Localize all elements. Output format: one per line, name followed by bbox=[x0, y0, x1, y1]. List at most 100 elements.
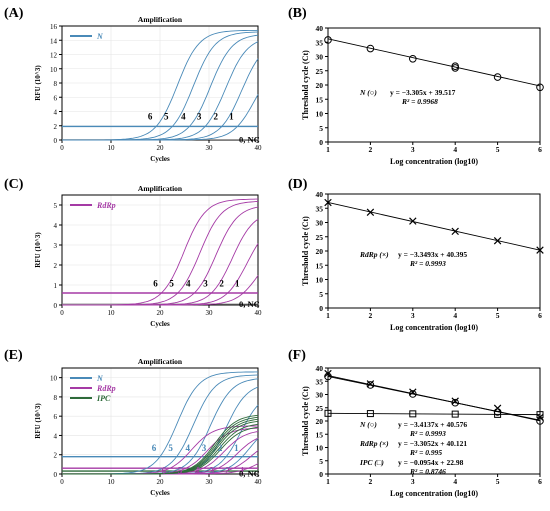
curve-label: 4 bbox=[195, 466, 200, 476]
r-squared-text: R² = 0.9993 bbox=[409, 429, 446, 438]
y-tick-label: 20 bbox=[316, 417, 324, 426]
curve-label: 4 bbox=[186, 443, 191, 453]
equation-series-label: N (○) bbox=[359, 88, 377, 97]
x-axis-label: Log concentration (log10) bbox=[390, 489, 478, 498]
y-tick-label: 2 bbox=[54, 123, 58, 131]
y-tick-label: 40 bbox=[316, 24, 324, 33]
x-axis-label: Log concentration (log10) bbox=[390, 323, 478, 332]
x-tick-label: 6 bbox=[538, 145, 542, 154]
x-axis-label: Cycles bbox=[150, 489, 170, 497]
nc-label: 0, NC bbox=[239, 135, 260, 145]
y-tick-label: 35 bbox=[316, 377, 324, 386]
curve-label: 6 bbox=[153, 278, 158, 288]
y-tick-label: 5 bbox=[319, 124, 323, 133]
x-tick-label: 40 bbox=[255, 478, 263, 486]
equation-text: y = −3.4137x + 40.576 bbox=[398, 420, 467, 429]
data-point-cross bbox=[493, 237, 502, 245]
data-point-cross bbox=[366, 208, 375, 216]
y-tick-label: 8 bbox=[54, 394, 58, 402]
x-tick-label: 3 bbox=[411, 311, 415, 320]
y-tick-label: 2 bbox=[54, 452, 58, 460]
x-tick-label: 6 bbox=[538, 311, 542, 320]
x-tick-label: 0 bbox=[60, 144, 64, 152]
data-point-cross bbox=[493, 404, 502, 413]
curve-label: 3 bbox=[202, 443, 207, 453]
equation-text: y = −0.0954x + 22.98 bbox=[398, 458, 464, 467]
y-tick-label: 20 bbox=[316, 247, 324, 256]
x-tick-label: 2 bbox=[369, 145, 373, 154]
x-tick-label: 10 bbox=[108, 478, 116, 486]
curve-label: 2 bbox=[218, 443, 223, 453]
panel-label-5: (F) bbox=[288, 348, 306, 363]
r-squared-text: R² = 0.9968 bbox=[401, 97, 438, 106]
r-squared-text: R² = 0.9993 bbox=[409, 259, 446, 268]
equation-text: y = −3.3052x + 40.121 bbox=[398, 439, 467, 448]
y-tick-label: 10 bbox=[50, 66, 58, 74]
y-tick-label: 3 bbox=[54, 242, 58, 250]
data-point-circle bbox=[451, 64, 460, 72]
regression-chart-3: 1 2 3 4 5 6 0 5 10 15 20 25 30 35 40 Log concentration … bbox=[301, 190, 544, 332]
curve-label: 3 bbox=[203, 278, 208, 288]
data-point-square bbox=[451, 410, 459, 418]
equation-series-label: N (○) bbox=[359, 420, 377, 429]
panel-label-4: (E) bbox=[4, 348, 23, 363]
data-point-circle bbox=[409, 54, 417, 63]
x-tick-label: 6 bbox=[538, 477, 542, 486]
curve-label: 5 bbox=[178, 466, 183, 476]
y-tick-label: 20 bbox=[316, 81, 324, 90]
chart-title: Amplification bbox=[138, 184, 183, 193]
x-tick-label: 10 bbox=[108, 309, 116, 317]
data-point-square bbox=[536, 411, 544, 419]
data-point-cross bbox=[536, 246, 544, 254]
x-tick-label: 20 bbox=[157, 144, 165, 152]
x-tick-label: 3 bbox=[411, 145, 415, 154]
legend-label-n: N bbox=[96, 374, 104, 383]
x-tick-label: 1 bbox=[326, 311, 330, 320]
regression-chart-5: 1 2 3 4 5 6 0 5 10 15 20 25 30 35 40 Log concentration … bbox=[301, 364, 544, 498]
x-tick-label: 5 bbox=[496, 311, 500, 320]
x-tick-label: 1 bbox=[326, 145, 330, 154]
y-tick-label: 30 bbox=[316, 391, 324, 400]
y-axis-label: RFU (10^3) bbox=[34, 232, 42, 268]
data-point-square bbox=[366, 410, 374, 418]
legend-label-rdrp: RdRp bbox=[96, 201, 116, 210]
y-tick-label: 35 bbox=[316, 204, 324, 213]
data-point-circle bbox=[451, 398, 460, 407]
y-tick-label: 10 bbox=[50, 375, 58, 383]
nc-label: 0, NC bbox=[239, 299, 260, 309]
y-tick-label: 4 bbox=[54, 432, 58, 440]
y-tick-label: 30 bbox=[316, 219, 324, 228]
data-point-cross bbox=[451, 227, 459, 236]
data-point-circle bbox=[366, 44, 375, 53]
y-tick-label: 5 bbox=[319, 290, 323, 299]
legend-label-n: N bbox=[96, 32, 104, 41]
x-tick-label: 30 bbox=[206, 478, 214, 486]
panel-label-1: (B) bbox=[288, 6, 307, 21]
x-tick-label: 2 bbox=[369, 311, 373, 320]
curve-label: 5 bbox=[168, 443, 173, 453]
y-tick-label: 10 bbox=[316, 110, 324, 119]
y-tick-label: 5 bbox=[319, 457, 323, 466]
y-axis-label: Threshold cycle (Ct) bbox=[301, 50, 310, 120]
curve-label: 2 bbox=[225, 466, 230, 476]
chart-title: Amplification bbox=[138, 15, 183, 24]
curve-label: 1 bbox=[234, 443, 239, 453]
data-point-square bbox=[324, 409, 332, 417]
x-tick-label: 3 bbox=[411, 477, 415, 486]
x-tick-label: 40 bbox=[255, 144, 263, 152]
x-tick-label: 4 bbox=[453, 311, 457, 320]
regression-line-rdrp bbox=[327, 375, 541, 421]
data-point-circle bbox=[493, 73, 502, 81]
y-tick-label: 15 bbox=[316, 261, 324, 270]
x-tick-label: 30 bbox=[206, 144, 214, 152]
panel-label-3: (D) bbox=[288, 177, 308, 192]
y-tick-label: 1 bbox=[54, 282, 58, 290]
y-axis-label: RFU (10^3) bbox=[34, 403, 42, 439]
curve-label: 3 bbox=[210, 466, 215, 476]
y-tick-label: 40 bbox=[316, 190, 324, 199]
x-tick-label: 5 bbox=[496, 477, 500, 486]
data-point-circle bbox=[536, 83, 544, 92]
amplification-chart-4: 0 10 20 30 40 0 2 4 6 8 10 Amplification Cycles RFU (… bbox=[34, 357, 262, 497]
y-tick-label: 30 bbox=[316, 53, 324, 62]
curve-label: 4 bbox=[186, 278, 191, 288]
